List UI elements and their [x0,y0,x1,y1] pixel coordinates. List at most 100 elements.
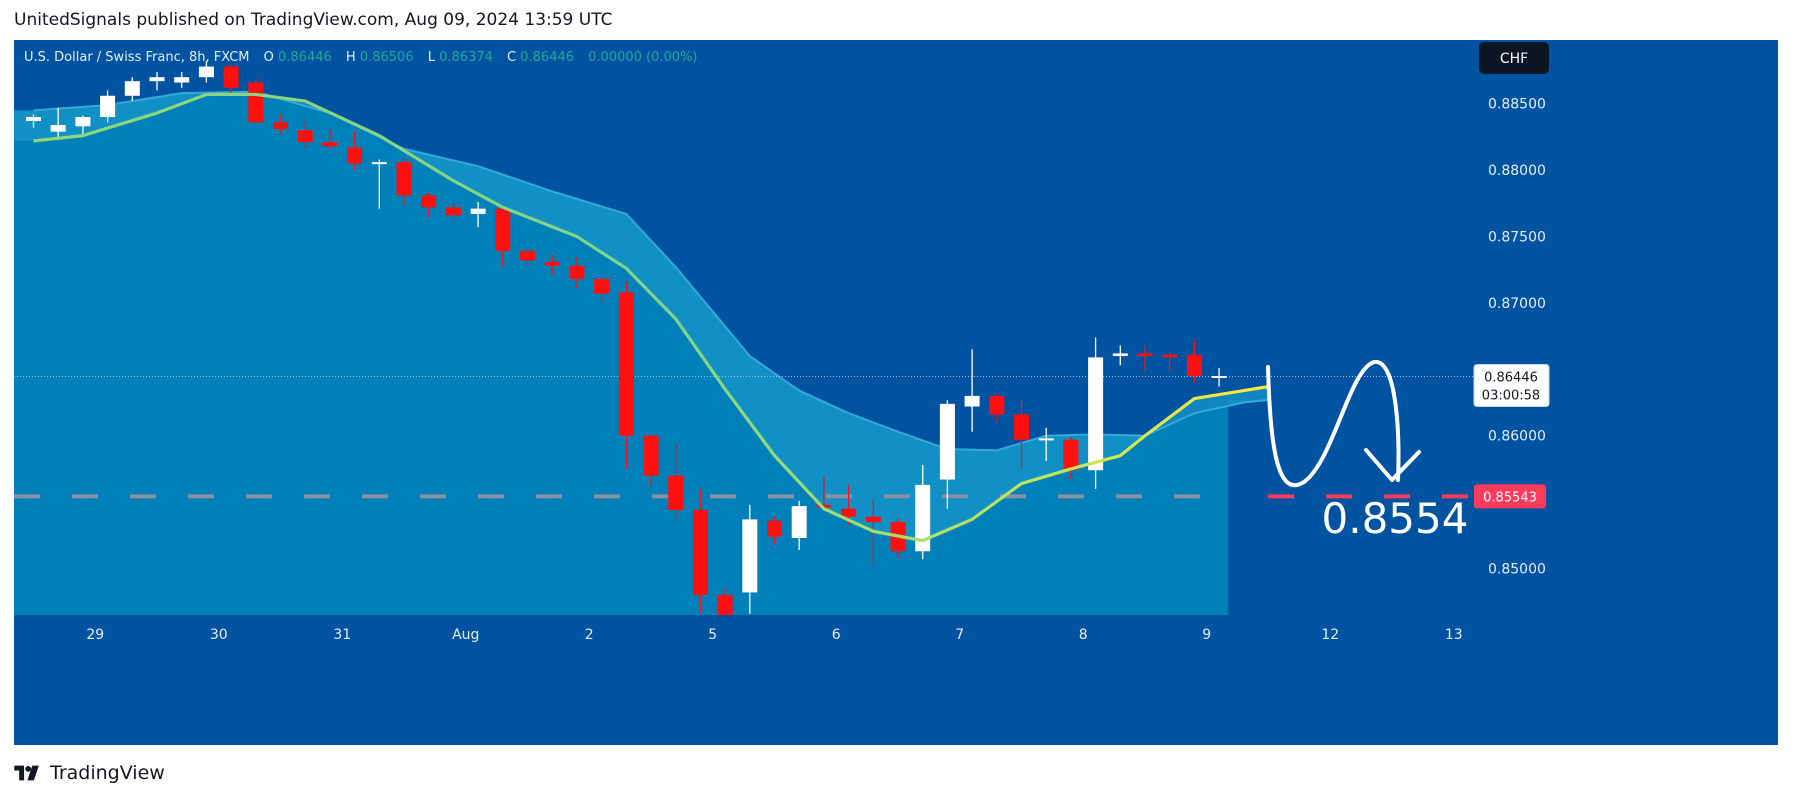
candle[interactable] [445,202,461,220]
time-axis-tick: 13 [1445,627,1463,643]
candle[interactable] [989,393,1005,422]
candle[interactable] [1162,350,1178,372]
time-axis-tick: 8 [1079,627,1088,643]
time-axis-tick: Aug [452,627,479,643]
candle[interactable] [791,500,807,550]
candle-body [396,162,412,196]
candle-body [1211,375,1227,378]
ma-fast-line [33,92,1269,543]
time-axis-bg [14,615,1778,651]
candle-body [1088,357,1104,471]
candle[interactable] [100,90,116,123]
candle[interactable] [297,121,313,148]
candle-body [1063,439,1079,471]
candle-body [594,279,610,294]
candle[interactable] [1137,345,1153,371]
candle[interactable] [396,158,412,205]
candle-body [1186,354,1202,376]
candle[interactable] [470,202,486,228]
candle[interactable] [717,588,733,619]
candle-body [421,195,437,208]
candle[interactable] [1186,340,1202,383]
time-axis-tick: 5 [708,627,717,643]
candle[interactable] [421,192,437,217]
candle[interactable] [742,504,758,614]
legend-layer: U.S. Dollar / Swiss Franc, 8h, FXCM O 0.… [24,42,1549,74]
candle[interactable] [841,484,857,525]
high-value: 0.86506 [360,50,414,65]
currency-badge[interactable] [1479,42,1549,74]
symbol-name[interactable]: U.S. Dollar / Swiss Franc, 8h, FXCM [24,50,249,65]
time-axis-tick: 30 [210,627,228,643]
ma-slow-line [33,90,1269,452]
candle[interactable] [816,475,832,511]
candle-body [618,292,634,436]
candle[interactable] [915,464,931,560]
candle[interactable] [223,63,239,95]
candle[interactable] [939,399,955,509]
time-axis-tick: 2 [585,627,594,643]
candle[interactable] [544,255,560,276]
change-value: 0.00000 (0.00%) [588,50,697,65]
candle[interactable] [1014,399,1029,469]
price-axis-tick: 0.88500 [1488,97,1546,113]
candle[interactable] [1088,337,1104,489]
candle[interactable] [1038,427,1054,461]
candle-body [1137,353,1153,357]
candle[interactable] [1112,345,1128,366]
candle-body [297,130,313,143]
time-axis-tick: 31 [333,627,351,643]
candle-body [964,395,980,407]
high-label: H [346,50,356,65]
candle[interactable] [371,159,387,209]
svg-text:U.S. Dollar / Swiss Franc, 8h,: U.S. Dollar / Swiss Franc, 8h, FXCM O 0.… [24,50,698,65]
candle-body [445,207,461,216]
candle-body [1162,354,1178,358]
candle[interactable] [594,276,610,303]
candle[interactable] [149,71,165,91]
candle[interactable] [964,349,980,432]
shaded-area-layer [14,91,1269,615]
price-axis-tick: 0.87000 [1488,296,1546,312]
price-chart[interactable]: 0.8554 29 30 31 Aug 2 5 6 7 8 9 12 13 0.88500 0.88000… [14,40,1778,745]
candle[interactable] [767,516,782,545]
ma-band-layer [14,90,1269,541]
candle[interactable] [1211,368,1227,387]
candle[interactable] [273,114,288,135]
candle[interactable] [198,61,214,83]
level-lines-layer [14,376,1474,499]
candle-body [495,208,511,252]
price-axis-tick: 0.85000 [1488,562,1546,578]
candle-body [791,506,807,538]
candle[interactable] [322,128,338,151]
candle-body [841,508,857,517]
shaded-area [14,91,1269,615]
chart-panel[interactable]: 0.8554 29 30 31 Aug 2 5 6 7 8 9 12 13 0.88500 0.88000… [14,40,1778,745]
candle[interactable] [50,107,66,137]
candle[interactable] [643,434,659,487]
candles-layer [26,61,1227,619]
candle[interactable] [692,488,708,614]
candle-body [1038,438,1054,441]
tradingview-brand[interactable]: TradingView [14,760,165,786]
candle[interactable] [26,114,41,128]
candle[interactable] [520,248,535,268]
target-price-annotation: 0.8554 [1322,494,1469,543]
candle[interactable] [75,115,91,136]
candle[interactable] [248,78,264,124]
candle-body [273,122,288,129]
arrow-down-icon [1364,448,1421,482]
candle[interactable] [1063,437,1079,480]
tradingview-logo-icon [14,765,39,781]
candle[interactable] [668,443,684,520]
candle-body [100,95,116,118]
candle[interactable] [124,77,140,102]
candle[interactable] [347,131,363,171]
candle[interactable] [174,71,190,88]
candle-body [865,516,881,523]
candle[interactable] [569,256,585,289]
candle[interactable] [495,207,511,268]
candle[interactable] [618,281,634,469]
footer-brand-text: TradingView [50,762,165,784]
candle-body [742,519,758,593]
